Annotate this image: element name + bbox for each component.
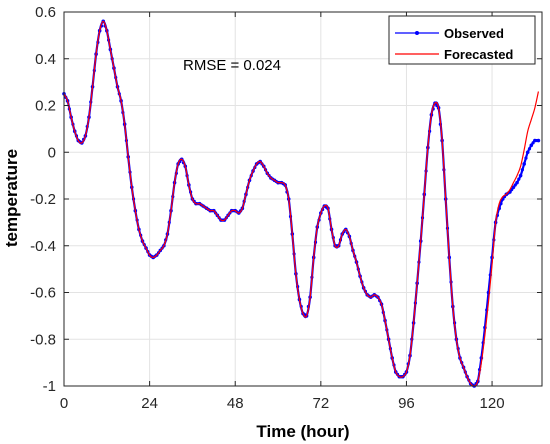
observed-point (522, 162, 526, 166)
legend-forecasted-label: Forecasted (444, 47, 513, 62)
observed-point (517, 177, 521, 181)
y-tick-label: 0.6 (35, 4, 56, 21)
y-tick-label: -0.4 (30, 238, 56, 255)
observed-point (529, 143, 534, 148)
y-axis-title: temperature (2, 149, 21, 247)
y-tick-label: -1 (43, 378, 56, 395)
y-tick-label: -0.8 (30, 331, 56, 348)
observed-point (525, 150, 530, 155)
y-tick-label: 0.2 (35, 98, 56, 115)
y-tick-label: -0.6 (30, 285, 56, 302)
rmse-annotation: RMSE = 0.024 (183, 57, 281, 74)
y-tick-label: -0.2 (30, 191, 56, 208)
series-layer (62, 19, 541, 388)
observed-point (536, 138, 541, 143)
forecasted-series (63, 20, 540, 387)
x-tick-label: 120 (480, 395, 505, 412)
axis-ticks: 0 24 48 72 96 120 -1 -0.8 -0.6 -0.4 -0.2 0 0.2 0.4 0.6 (30, 4, 542, 412)
observed-point (520, 168, 524, 172)
observed-point (511, 185, 516, 190)
observed-point (499, 202, 503, 206)
legend: Observed Forecasted (388, 15, 536, 65)
observed-point (527, 147, 532, 151)
x-axis-title: Time (hour) (256, 422, 349, 441)
observed-point (531, 141, 535, 145)
x-tick-label: 24 (141, 395, 158, 412)
y-tick-label: 0.4 (35, 51, 56, 68)
observed-point (515, 180, 519, 185)
observed-point (518, 173, 523, 178)
x-tick-label: 0 (60, 395, 68, 412)
observed-point (513, 183, 517, 187)
legend-box (388, 15, 536, 65)
x-tick-label: 48 (227, 395, 244, 412)
x-tick-label: 96 (398, 395, 415, 412)
legend-observed-marker (415, 31, 419, 35)
x-tick-label: 72 (312, 395, 329, 412)
y-tick-label: 0 (48, 144, 56, 161)
forecasted-line (63, 20, 540, 387)
observed-point (524, 156, 528, 160)
legend-observed-label: Observed (444, 26, 504, 41)
